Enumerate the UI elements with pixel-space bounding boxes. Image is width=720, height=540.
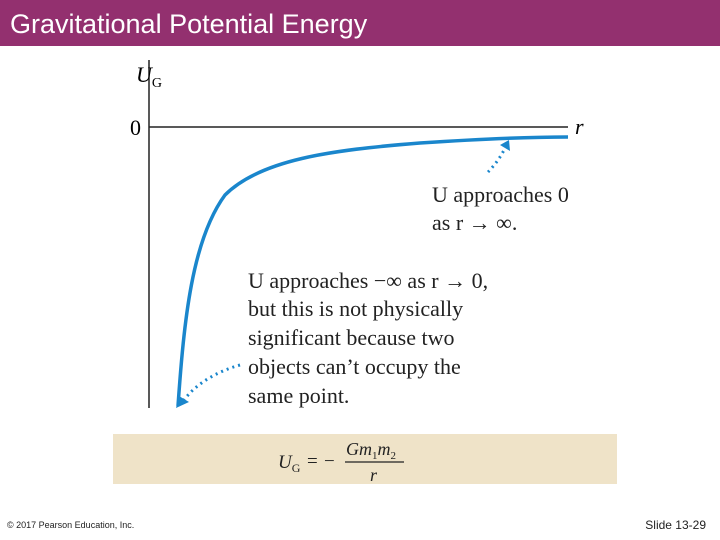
subscript: G — [152, 76, 162, 91]
symbol: m — [359, 439, 372, 459]
subscript: 2 — [391, 450, 397, 462]
arrow-far — [486, 145, 508, 174]
subscript: 1 — [372, 450, 378, 462]
annotation-line: as r → ∞. — [432, 210, 517, 235]
symbol: m — [378, 439, 391, 459]
numerator: Gm1m2 — [346, 439, 396, 462]
symbol: U — [136, 62, 154, 87]
denominator: r — [370, 465, 378, 485]
slide-number: Slide 13-29 — [645, 518, 706, 532]
annotation-line: same point. — [248, 383, 349, 408]
formula: UG = − Gm1m2 r — [278, 439, 404, 485]
annotation-far: U approaches 0 as r → ∞. — [432, 182, 569, 235]
x-axis-label: r — [575, 114, 584, 139]
annotation-line: U approaches 0 — [432, 182, 569, 207]
formula-lhs: UG — [278, 452, 301, 475]
slide-title: Gravitational Potential Energy — [10, 9, 368, 39]
zero-label: 0 — [130, 115, 141, 140]
annotation-line: U approaches −∞ as r → 0, — [248, 268, 488, 293]
potential-curve — [176, 135, 569, 407]
copyright: © 2017 Pearson Education, Inc. — [7, 520, 134, 530]
arrowhead — [500, 140, 510, 151]
sign: − — [324, 451, 335, 472]
symbol: G — [346, 439, 359, 459]
subscript: G — [292, 461, 301, 475]
formula-box — [113, 434, 617, 484]
y-axis-label: UG — [136, 62, 162, 91]
arrow-near — [182, 363, 241, 401]
title-bar — [0, 0, 720, 46]
annotation-near: U approaches −∞ as r → 0, but this is no… — [248, 268, 488, 408]
arrowhead — [176, 396, 189, 408]
symbol: U — [278, 452, 293, 473]
annotation-line: significant because two — [248, 325, 455, 350]
annotation-line: but this is not physically — [248, 296, 463, 321]
annotation-line: objects can’t occupy the — [248, 354, 461, 379]
equals: = — [307, 451, 318, 472]
